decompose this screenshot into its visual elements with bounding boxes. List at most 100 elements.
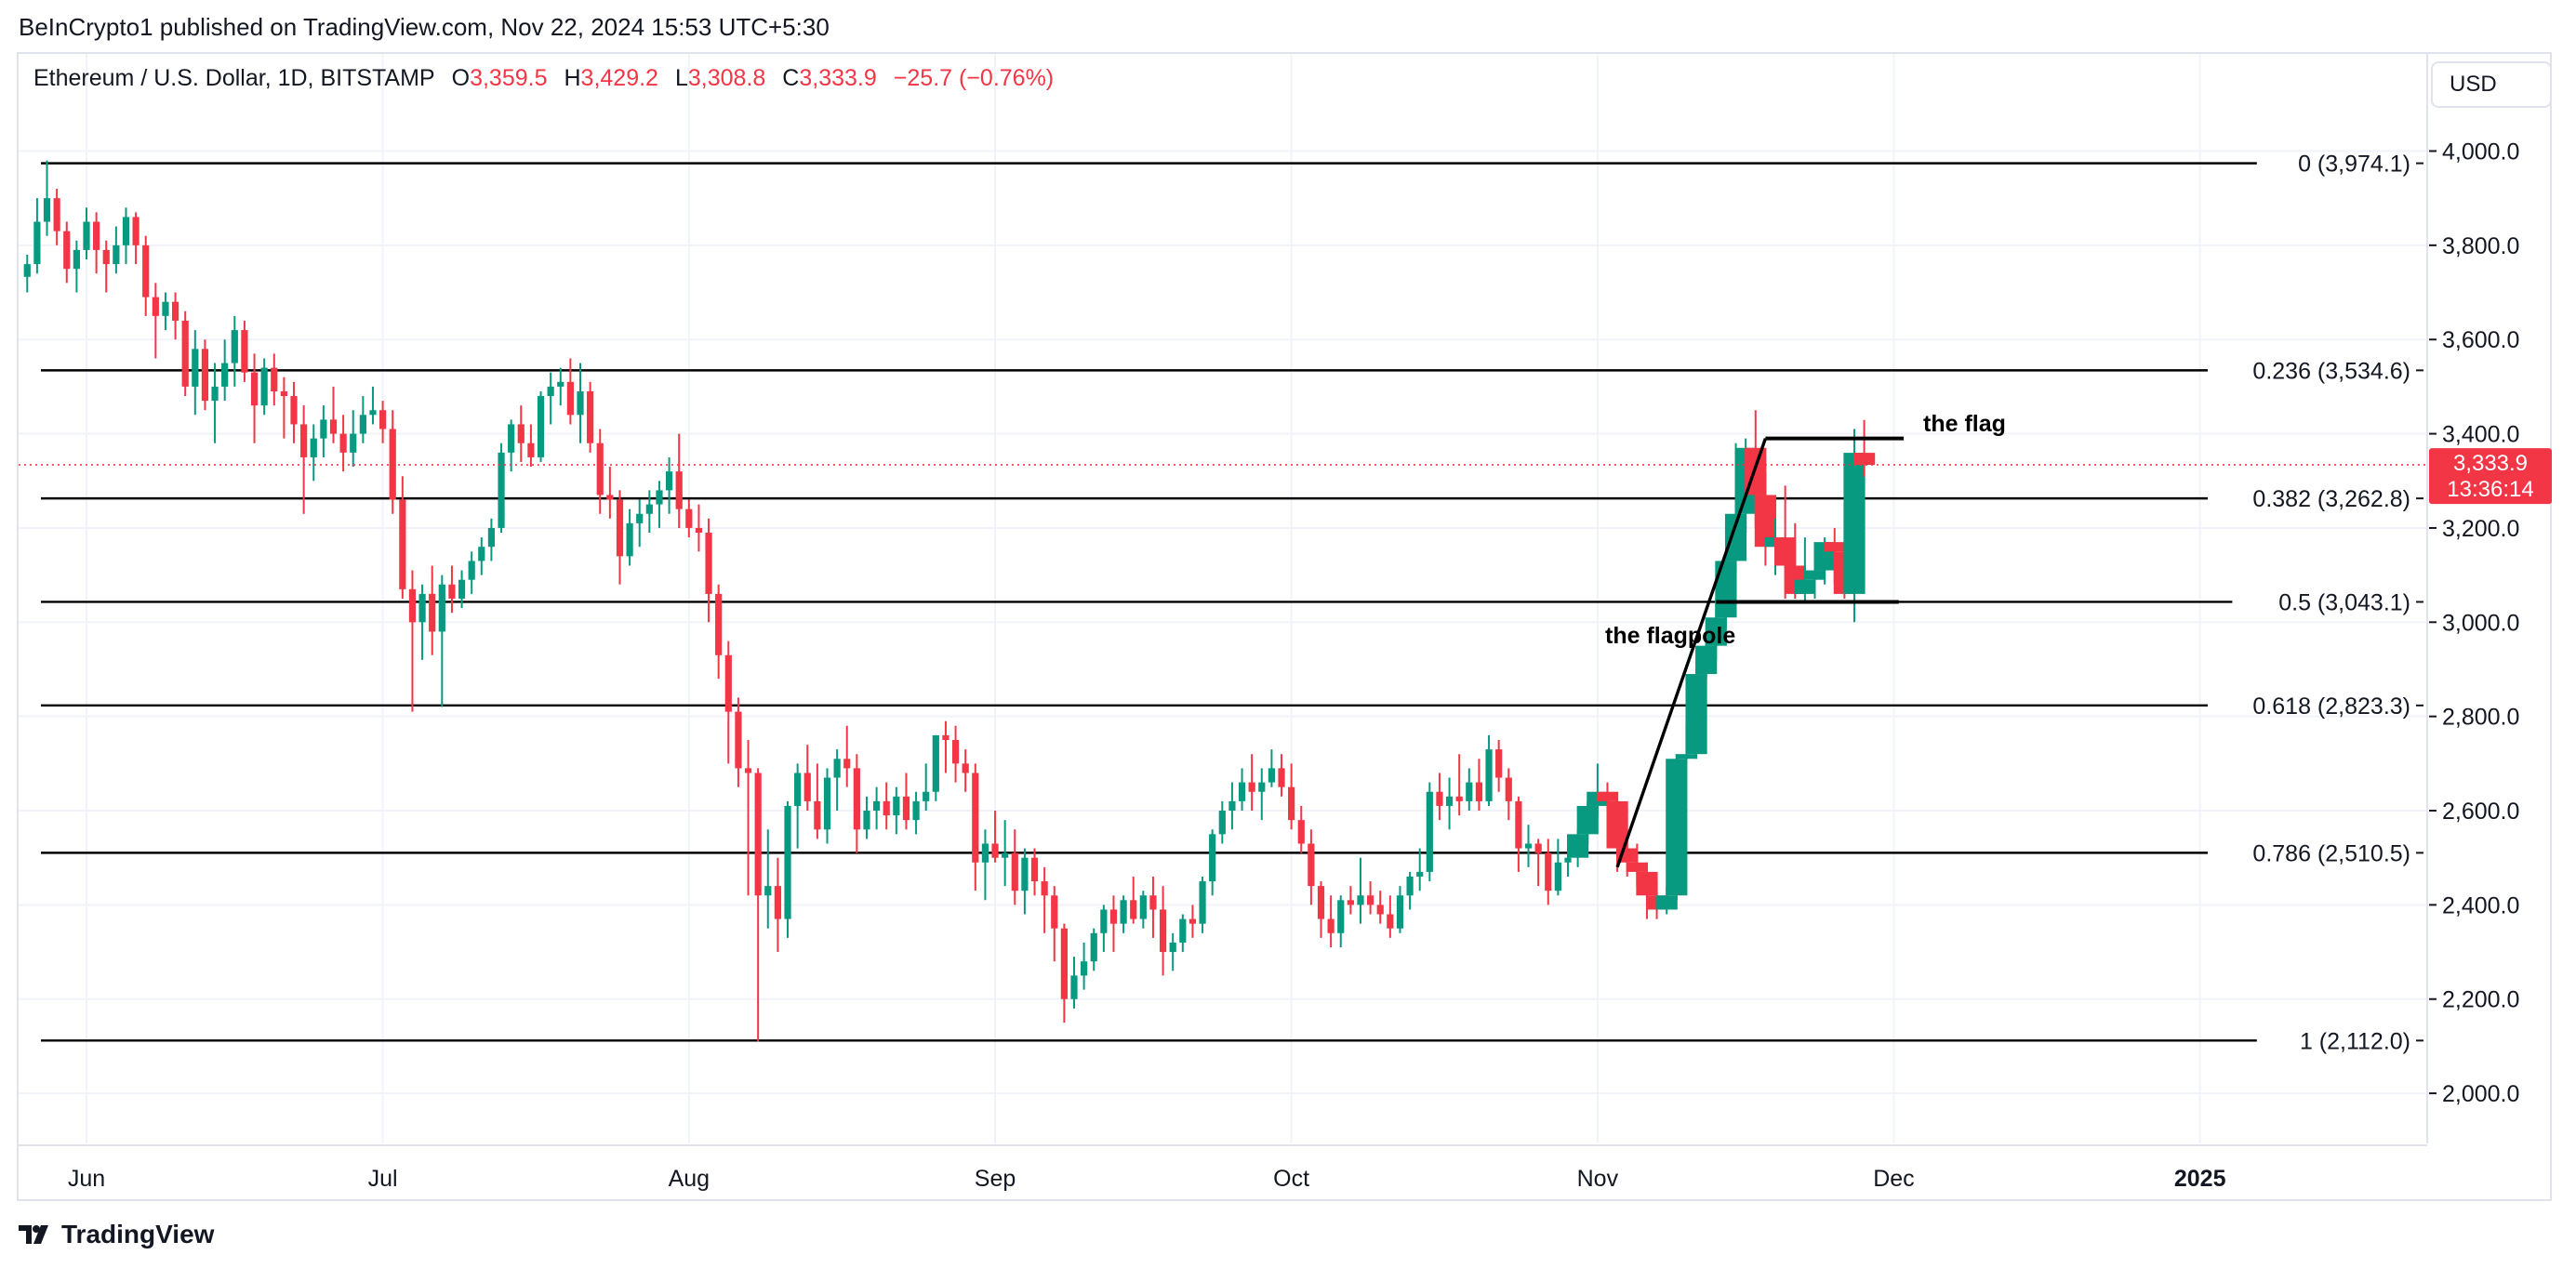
candle-body — [33, 221, 41, 265]
x-axis-label: Oct — [1273, 1166, 1309, 1192]
candle-body — [547, 386, 554, 397]
candle-body — [1139, 895, 1147, 919]
candle-body — [1475, 782, 1483, 801]
candle-body — [1109, 909, 1118, 924]
candle-body — [1327, 918, 1334, 933]
candle-body — [487, 527, 496, 548]
candle-body — [1011, 852, 1018, 892]
candle-body — [1021, 857, 1029, 892]
candle-body — [883, 800, 890, 816]
candle-body — [1268, 768, 1275, 783]
candle-body — [665, 471, 673, 491]
candle-body — [1248, 782, 1255, 792]
candle-body — [606, 495, 614, 500]
candle-body — [794, 773, 802, 806]
candle-body — [1567, 834, 1589, 858]
y-axis-label: 3,400.0 — [2442, 422, 2519, 448]
candle-body — [823, 777, 831, 830]
candle-body — [122, 217, 130, 245]
candle-body — [1317, 886, 1325, 919]
tradingview-logo-icon — [19, 1225, 48, 1244]
change-value: −25.7 (−0.76%) — [893, 65, 1055, 91]
symbol-name[interactable]: Ethereum / U.S. Dollar, 1D, BITSTAMP — [33, 65, 435, 91]
candle-body — [645, 504, 653, 514]
symbol-legend: Ethereum / U.S. Dollar, 1D, BITSTAMP O3,3… — [33, 65, 1054, 92]
candle-body — [171, 301, 179, 321]
candle-body — [102, 249, 110, 265]
candle-body — [764, 886, 772, 896]
candle-body — [853, 768, 860, 830]
candle-body — [587, 390, 594, 443]
candle-body — [566, 381, 574, 416]
candle-body — [1199, 881, 1206, 924]
candle-body — [478, 547, 485, 561]
candle-body — [1524, 843, 1533, 849]
candle-body — [685, 509, 693, 528]
candle-body — [1416, 871, 1424, 877]
tradingview-footer[interactable]: TradingView — [19, 1220, 214, 1249]
candle-body — [557, 381, 564, 387]
candle-body — [1149, 895, 1157, 910]
candle-body — [754, 773, 762, 896]
candle-body — [1824, 542, 1846, 552]
candle-body — [260, 367, 268, 406]
high-label: H — [564, 65, 581, 91]
candle-body — [527, 442, 535, 457]
y-axis-label: 2,200.0 — [2442, 987, 2519, 1013]
candle-body — [981, 843, 989, 863]
candle-body — [1367, 895, 1374, 905]
y-axis-label: 2,000.0 — [2442, 1081, 2519, 1107]
candle-body — [803, 773, 811, 801]
candle-body — [517, 424, 524, 443]
candle-body — [418, 593, 426, 623]
candle-body — [893, 796, 900, 816]
candle-body — [1120, 900, 1127, 924]
candle-body — [1596, 791, 1619, 801]
candle-body — [1705, 617, 1727, 646]
candle-body — [951, 740, 960, 764]
candle-body — [636, 513, 644, 523]
candle-body — [675, 471, 683, 509]
y-axis-label: 4,000.0 — [2442, 139, 2519, 165]
candle-body — [448, 584, 456, 599]
candle-body — [1774, 537, 1797, 566]
candle-body — [1843, 453, 1866, 594]
candle-body — [1297, 820, 1305, 844]
y-axis-label: 3,200.0 — [2442, 516, 2519, 542]
candle-body — [408, 588, 417, 623]
candle-body — [1130, 900, 1137, 919]
candle-body — [1002, 852, 1009, 858]
candle-body — [1754, 495, 1776, 548]
candle-body — [1308, 843, 1315, 887]
fib-level-label-1: 1 (2,112.0) — [2300, 1028, 2410, 1054]
candle-body — [271, 367, 278, 391]
candle-body — [498, 452, 505, 528]
candle-body — [932, 734, 939, 792]
candle-body — [724, 654, 732, 712]
candle-body — [1715, 561, 1737, 618]
candle-body — [1169, 942, 1176, 953]
candle-body — [1515, 800, 1522, 849]
candle-body — [438, 584, 445, 632]
candle-body — [962, 763, 969, 773]
candle-body — [1485, 749, 1493, 801]
currency-button[interactable]: USD — [2431, 61, 2552, 108]
last-price-badge — [2429, 448, 2552, 505]
x-axis-label: Dec — [1873, 1166, 1914, 1192]
candle-body — [113, 244, 120, 265]
footer-brand: TradingView — [61, 1220, 215, 1248]
candle-body — [735, 711, 742, 769]
flag-annotation: the flag — [1923, 411, 2006, 437]
candle-body — [1347, 900, 1354, 905]
candle-body — [1179, 918, 1187, 943]
x-axis-label: Nov — [1577, 1166, 1619, 1192]
candle-body — [339, 433, 347, 453]
close-label: C — [782, 65, 800, 91]
candle-body — [1724, 513, 1747, 561]
candle-body — [1288, 786, 1295, 821]
candle-body — [1030, 857, 1039, 882]
candle-body — [1466, 782, 1473, 801]
candle-body — [1278, 768, 1285, 787]
candle-body — [1626, 862, 1648, 872]
